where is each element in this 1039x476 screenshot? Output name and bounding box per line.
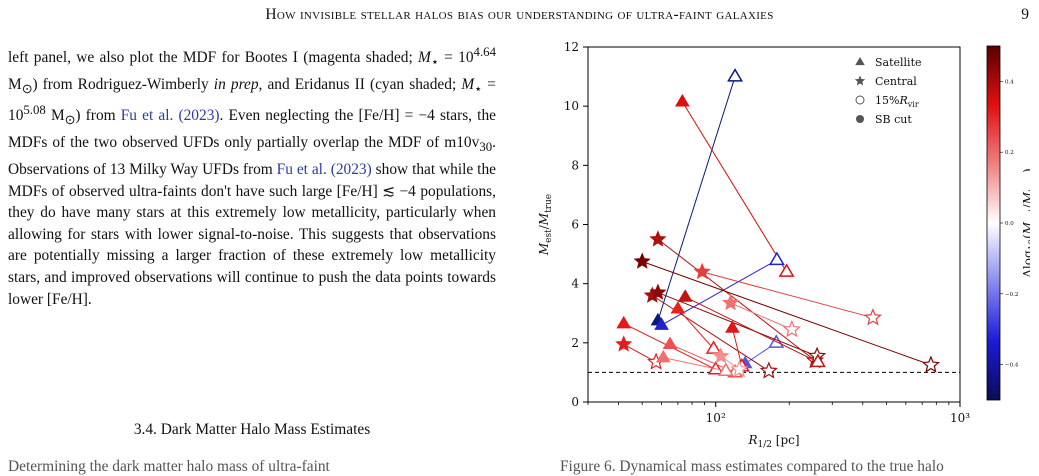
satellite-sbcut-marker: [670, 301, 686, 314]
page-header: How invisible stellar halos bias our und…: [0, 0, 1039, 30]
figure-caption-cutoff: Figure 6. Dynamical mass estimates compa…: [560, 458, 944, 475]
x-tick-label: 10²: [706, 411, 726, 425]
connector-line: [663, 357, 726, 372]
satellite-15rvir-marker: [717, 362, 734, 377]
section-heading: 3.4. Dark Matter Halo Mass Estimates: [133, 421, 371, 438]
y-tick-label: 6: [571, 218, 579, 232]
y-tick-label: 12: [564, 40, 579, 54]
legend-open-circle-icon: [855, 95, 865, 105]
legend-label: Central: [875, 75, 917, 88]
satellite-sbcut-marker: [725, 320, 740, 333]
body-paragraph: left panel, we also plot the MDF for Boo…: [8, 45, 496, 308]
satellite-15rvir-marker: [809, 353, 826, 368]
central-15rvir-marker: [730, 359, 749, 378]
y-tick-label: 0: [571, 395, 579, 409]
satellite-15rvir-marker: [705, 340, 722, 354]
y-axis-label: Mest/Mtrue: [537, 194, 554, 256]
legend-label: Satellite: [875, 56, 922, 69]
satellite-sbcut-marker: [677, 289, 693, 302]
satellite-15rvir-marker: [778, 263, 795, 277]
colorbar-label: Δlog10(Mest/Mtrue): [1021, 168, 1030, 278]
page-number: 9: [1021, 6, 1029, 23]
central-sbcut-marker: [693, 262, 711, 280]
colorbar-tick-label: 0.2: [1005, 150, 1014, 156]
connector-line: [652, 295, 770, 372]
connector-line: [642, 261, 932, 366]
central-sbcut-marker: [615, 335, 633, 352]
legend-label: SB cut: [875, 113, 912, 126]
connector-line: [684, 296, 819, 363]
connector-line: [702, 271, 874, 319]
satellite-15rvir-marker: [727, 68, 744, 82]
citation-link[interactable]: Fu et al. (2023): [276, 160, 372, 178]
colorbar-tick-label: 0.0: [1005, 221, 1014, 227]
colorbar-tick-label: 0.4: [1005, 79, 1014, 85]
figure-chart: 0 2 4 6 8 10 12 10² 10³ R1/2 [pc] Mest/Mtrue Satell…: [537, 40, 1030, 450]
y-tick-label: 8: [571, 158, 579, 172]
legend-filled-circle-icon: [856, 115, 864, 123]
colorbar: [986, 45, 1001, 401]
connector-line: [731, 327, 743, 367]
central-15rvir-marker: [782, 319, 801, 338]
colorbar-tick-label: −0.4: [1005, 363, 1019, 369]
satellite-sbcut-marker: [616, 315, 632, 329]
citation-link[interactable]: Fu et al. (2023): [120, 107, 220, 125]
y-tick-label: 2: [571, 336, 579, 350]
satellite-sbcut-marker: [655, 349, 671, 363]
x-tick-label: 10³: [950, 411, 970, 425]
central-sbcut-marker: [721, 293, 740, 311]
connector-line: [657, 76, 736, 321]
cutoff-text-line: Determining the dark matter halo mass of…: [8, 458, 330, 475]
connector-line: [681, 101, 788, 273]
central-15rvir-marker: [759, 361, 778, 379]
x-axis-label: R1/2 [pc]: [747, 433, 799, 450]
legend-label: 15%Rvir: [875, 94, 919, 109]
central-sbcut-marker: [649, 230, 667, 247]
satellite-sbcut-marker: [674, 93, 690, 107]
legend-triangle-icon: [855, 57, 865, 66]
central-15rvir-marker: [921, 355, 940, 373]
central-sbcut-marker: [649, 283, 667, 300]
central-sbcut-marker: [712, 347, 730, 364]
satellite-15rvir-marker: [768, 251, 785, 266]
satellite-sbcut-marker: [662, 336, 678, 350]
colorbar-tick-label: −0.2: [1005, 292, 1018, 298]
connector-line: [657, 292, 818, 357]
y-tick-label: 10: [564, 99, 579, 113]
central-15rvir-marker: [863, 308, 882, 326]
y-tick-label: 4: [571, 277, 579, 291]
satellite-sbcut-marker: [654, 317, 669, 330]
central-sbcut-marker: [633, 252, 651, 269]
running-title: How invisible stellar halos bias our und…: [265, 6, 774, 23]
body-text-column: left panel, we also plot the MDF for Boo…: [8, 42, 496, 310]
connector-line: [677, 308, 714, 350]
legend-star-icon: [854, 75, 866, 86]
connector-line: [730, 302, 793, 330]
